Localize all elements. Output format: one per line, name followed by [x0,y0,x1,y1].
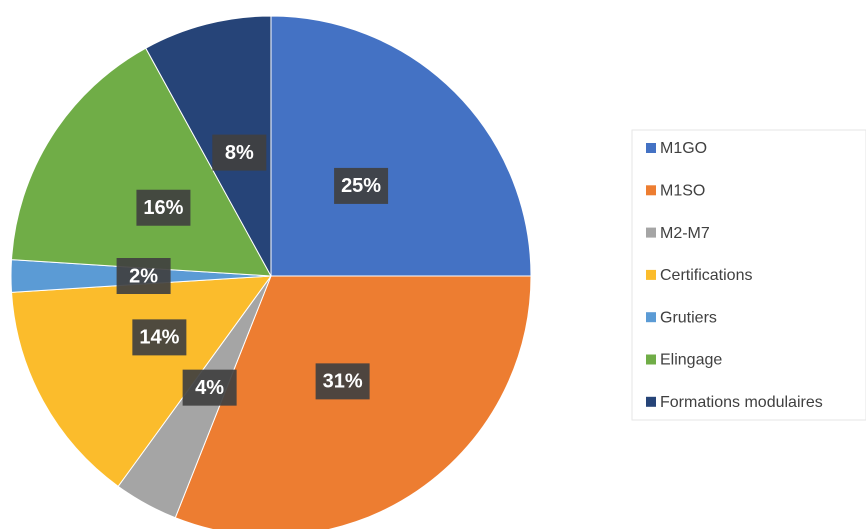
legend-swatch [646,185,656,196]
value-label-box [212,134,267,171]
value-label: 14% [139,327,179,349]
value-label-box [315,363,370,400]
value-label: 16% [143,197,183,219]
value-label-box [136,189,191,226]
pie-slice [10,47,272,277]
pie-slice [270,15,532,277]
legend-swatch [646,354,656,365]
legend-swatch [646,312,656,323]
pie-slice [174,275,532,529]
legend-swatch [646,143,656,153]
legend-frame [631,129,866,421]
legend-swatch [646,227,656,238]
value-label: 31% [323,371,363,393]
legend-label: Elingage [660,352,722,369]
value-label: 8% [225,142,254,164]
pie-slice [145,15,272,277]
legend-swatch [646,396,656,407]
value-label: 2% [129,265,158,287]
value-label-box [182,369,237,406]
legend-label: M2-M7 [660,225,710,242]
value-label-box [132,319,187,356]
value-label: 4% [195,377,224,399]
value-label-box [116,258,171,294]
pie-slice [10,275,273,488]
legend-label: M1GO [660,140,707,157]
legend-label: Certifications [660,267,752,284]
value-label: 25% [341,175,381,197]
legend-label: Grutiers [660,309,717,326]
legend-label: Formations modulaires [660,394,823,411]
value-label-box [334,167,389,204]
legend-label: M1SO [660,183,705,200]
legend-swatch [646,269,656,280]
